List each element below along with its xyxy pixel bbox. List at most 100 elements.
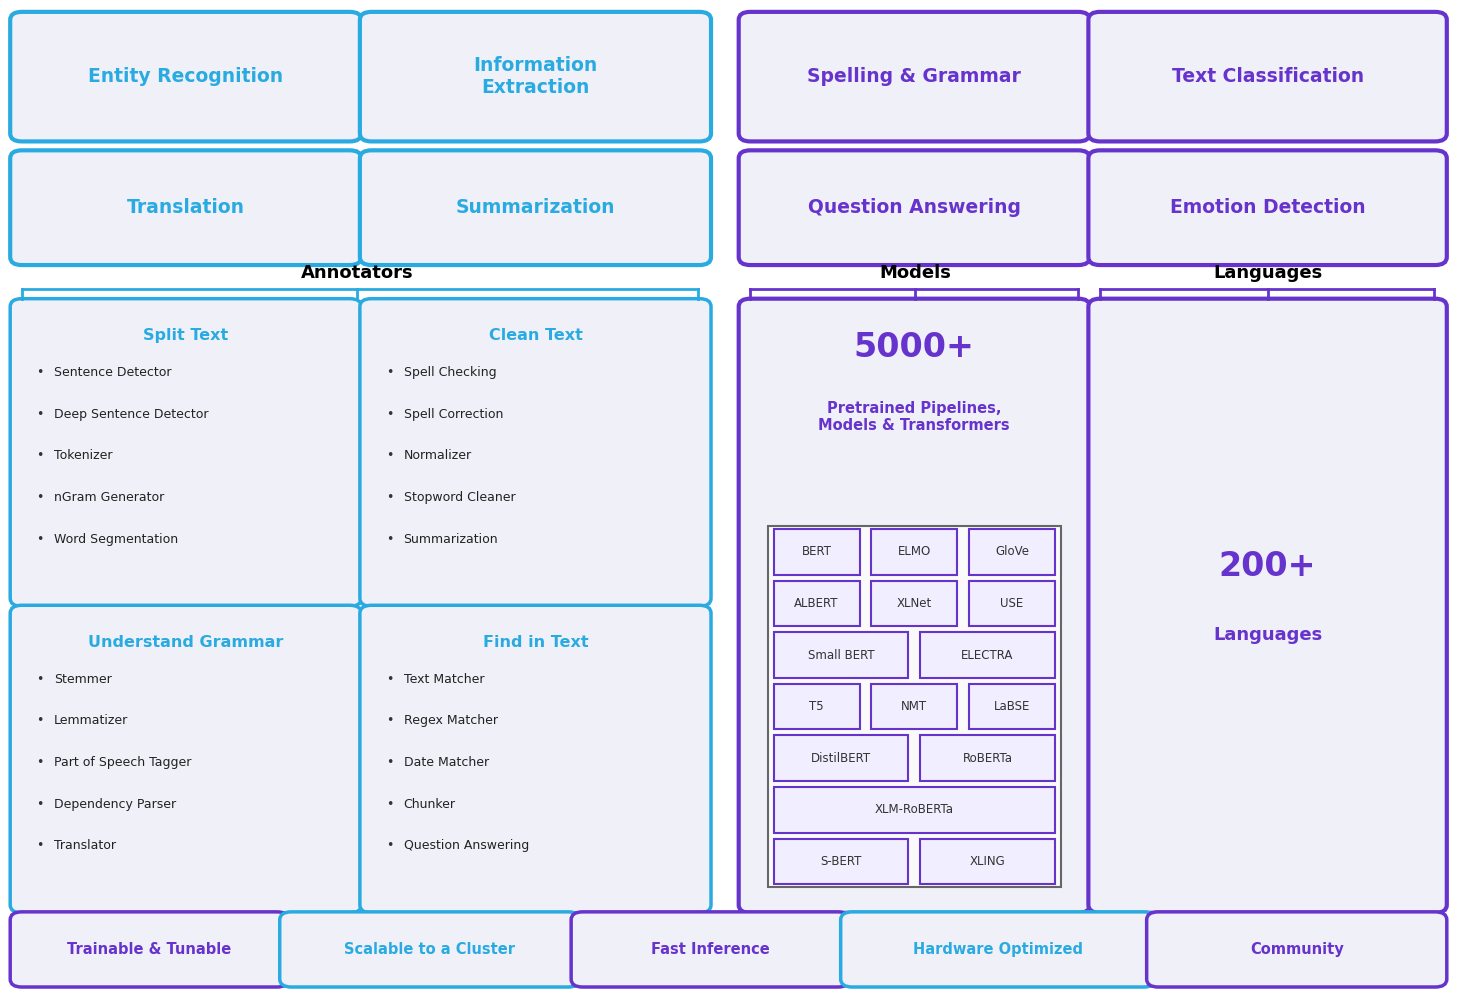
Text: Hardware Optimized: Hardware Optimized — [914, 942, 1083, 957]
Text: XLING: XLING — [969, 854, 1005, 868]
FancyBboxPatch shape — [280, 912, 580, 987]
Text: •: • — [36, 839, 44, 853]
Text: •: • — [386, 491, 393, 504]
Bar — [774, 632, 909, 677]
Text: GloVe: GloVe — [995, 545, 1029, 559]
Text: Languages: Languages — [1214, 626, 1321, 645]
FancyBboxPatch shape — [10, 605, 361, 913]
Bar — [871, 529, 957, 575]
Text: Information
Extraction: Information Extraction — [474, 56, 597, 97]
Text: Tokenizer: Tokenizer — [54, 449, 112, 463]
Bar — [774, 736, 909, 781]
Text: ALBERT: ALBERT — [794, 597, 839, 610]
Bar — [871, 581, 957, 626]
Text: NMT: NMT — [902, 700, 927, 713]
Text: ELMO: ELMO — [898, 545, 931, 559]
Text: •: • — [36, 407, 44, 421]
FancyBboxPatch shape — [1088, 12, 1447, 141]
FancyBboxPatch shape — [360, 12, 711, 141]
Bar — [774, 839, 909, 884]
FancyBboxPatch shape — [10, 299, 361, 606]
Text: •: • — [386, 756, 393, 769]
Text: RoBERTa: RoBERTa — [963, 752, 1013, 764]
Text: Find in Text: Find in Text — [482, 635, 589, 650]
Text: Community: Community — [1250, 942, 1343, 957]
Bar — [871, 683, 957, 730]
FancyBboxPatch shape — [360, 605, 711, 913]
Text: Question Answering: Question Answering — [404, 839, 529, 853]
FancyBboxPatch shape — [10, 12, 361, 141]
Text: Translation: Translation — [127, 198, 245, 218]
Text: •: • — [386, 366, 393, 380]
FancyBboxPatch shape — [360, 150, 711, 265]
FancyBboxPatch shape — [1088, 299, 1447, 913]
FancyBboxPatch shape — [1147, 912, 1447, 987]
Text: Lemmatizer: Lemmatizer — [54, 714, 128, 728]
Text: XLNet: XLNet — [896, 597, 932, 610]
Text: •: • — [36, 491, 44, 504]
Text: Text Matcher: Text Matcher — [404, 673, 484, 686]
Text: 5000+: 5000+ — [854, 331, 975, 364]
Text: Sentence Detector: Sentence Detector — [54, 366, 172, 380]
Text: Scalable to a Cluster: Scalable to a Cluster — [344, 942, 516, 957]
Text: •: • — [386, 532, 393, 546]
Text: Word Segmentation: Word Segmentation — [54, 532, 178, 546]
Bar — [768, 526, 1061, 887]
Text: Part of Speech Tagger: Part of Speech Tagger — [54, 756, 191, 769]
Text: •: • — [36, 797, 44, 811]
Text: Emotion Detection: Emotion Detection — [1170, 198, 1365, 218]
FancyBboxPatch shape — [739, 12, 1090, 141]
Text: BERT: BERT — [801, 545, 832, 559]
Text: ELECTRA: ELECTRA — [962, 649, 1014, 662]
Text: Annotators: Annotators — [300, 264, 414, 282]
Text: •: • — [386, 714, 393, 728]
Text: 200+: 200+ — [1220, 550, 1316, 583]
Text: XLM-RoBERTa: XLM-RoBERTa — [874, 803, 954, 816]
Text: Spelling & Grammar: Spelling & Grammar — [807, 67, 1021, 86]
FancyBboxPatch shape — [10, 150, 361, 265]
Bar — [774, 581, 860, 626]
Text: Small BERT: Small BERT — [807, 649, 874, 662]
Text: USE: USE — [1001, 597, 1023, 610]
FancyBboxPatch shape — [360, 299, 711, 606]
Text: DistilBERT: DistilBERT — [812, 752, 871, 764]
Text: Understand Grammar: Understand Grammar — [87, 635, 284, 650]
Text: Fast Inference: Fast Inference — [651, 942, 769, 957]
Text: Spell Correction: Spell Correction — [404, 407, 503, 421]
FancyBboxPatch shape — [571, 912, 849, 987]
Text: •: • — [36, 673, 44, 686]
Bar — [774, 529, 860, 575]
FancyBboxPatch shape — [10, 912, 288, 987]
Text: Regex Matcher: Regex Matcher — [404, 714, 498, 728]
Text: •: • — [386, 839, 393, 853]
Text: Dependency Parser: Dependency Parser — [54, 797, 176, 811]
Text: •: • — [36, 714, 44, 728]
Text: •: • — [386, 449, 393, 463]
Bar — [921, 632, 1055, 677]
Text: Languages: Languages — [1214, 264, 1321, 282]
Text: Stemmer: Stemmer — [54, 673, 112, 686]
Text: Translator: Translator — [54, 839, 117, 853]
Bar — [774, 683, 860, 730]
Text: Text Classification: Text Classification — [1171, 67, 1364, 86]
Text: Spell Checking: Spell Checking — [404, 366, 497, 380]
Text: •: • — [36, 756, 44, 769]
Text: Stopword Cleaner: Stopword Cleaner — [404, 491, 516, 504]
FancyBboxPatch shape — [739, 299, 1090, 913]
Text: •: • — [36, 532, 44, 546]
Text: Trainable & Tunable: Trainable & Tunable — [67, 942, 232, 957]
Bar — [921, 736, 1055, 781]
Text: Question Answering: Question Answering — [807, 198, 1021, 218]
FancyBboxPatch shape — [1088, 150, 1447, 265]
Bar — [969, 581, 1055, 626]
Text: Deep Sentence Detector: Deep Sentence Detector — [54, 407, 208, 421]
Text: Entity Recognition: Entity Recognition — [89, 67, 283, 86]
Text: Summarization: Summarization — [456, 198, 615, 218]
Text: S-BERT: S-BERT — [820, 854, 861, 868]
Text: •: • — [386, 673, 393, 686]
Text: nGram Generator: nGram Generator — [54, 491, 165, 504]
Text: •: • — [386, 797, 393, 811]
Bar — [774, 787, 1055, 833]
Text: Summarization: Summarization — [404, 532, 498, 546]
Text: Date Matcher: Date Matcher — [404, 756, 488, 769]
